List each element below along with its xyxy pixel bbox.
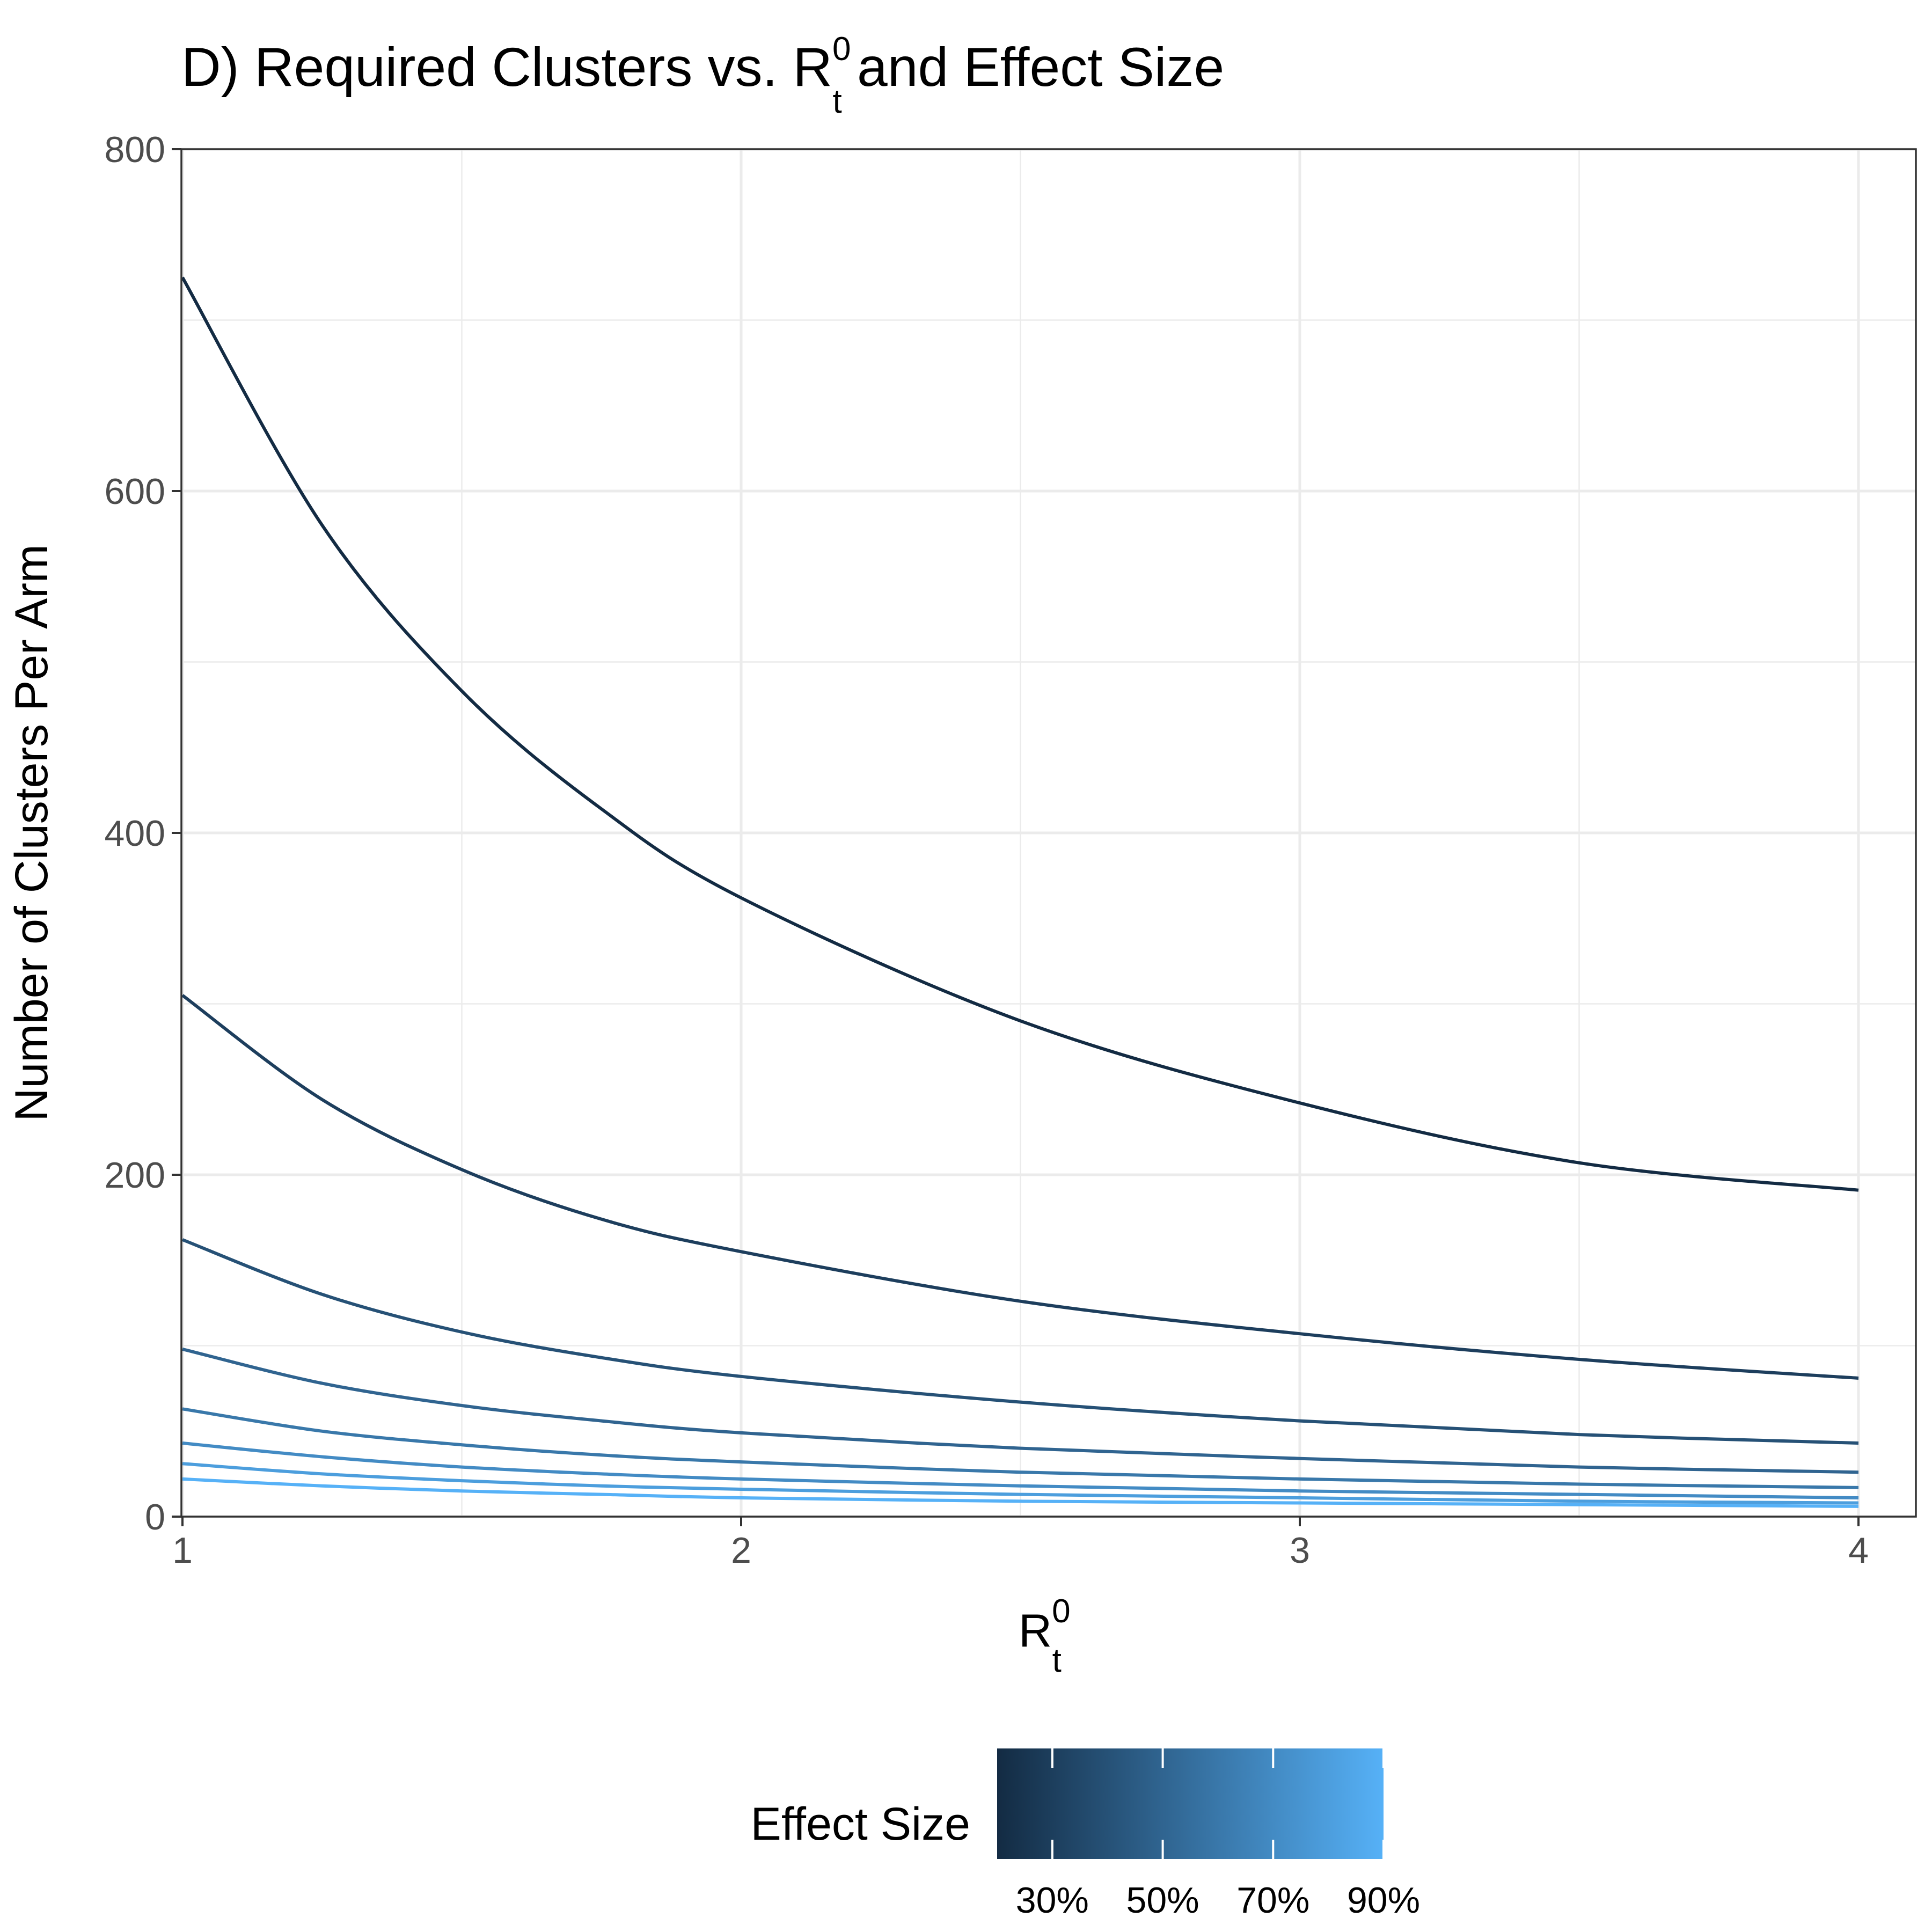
series-line-6: [182, 1441, 1859, 1499]
legend-ticks: 30% 50% 70% 90%: [1016, 1748, 1420, 1921]
series-line-2: [181, 994, 1859, 1380]
grid-major: [181, 148, 1916, 1518]
x-axis-title: R0 t: [1019, 1593, 1071, 1679]
legend-tick-label: 50%: [1126, 1880, 1199, 1921]
legend-tick-label: 90%: [1347, 1880, 1420, 1921]
grid-minor: [181, 149, 1916, 1517]
series-line-5: [182, 1407, 1859, 1489]
legend-title: Effect Size: [750, 1798, 970, 1850]
series-line-7: [182, 1462, 1859, 1505]
series-line-3: [181, 1238, 1859, 1445]
series-line-8: [182, 1477, 1859, 1508]
y-tick-label: 400: [105, 813, 165, 854]
y-tick-label: 800: [105, 129, 165, 170]
chart-title: D) Required Clusters vs. R0 t and Effect …: [181, 31, 1224, 120]
series-lines: [181, 276, 1859, 1508]
y-tick-label: 200: [105, 1155, 165, 1196]
x-tick-label: 3: [1290, 1530, 1310, 1571]
x-tick-label: 2: [731, 1530, 751, 1571]
y-tick-label: 600: [105, 471, 165, 512]
x-tick-label: 4: [1848, 1530, 1869, 1571]
series-line-4: [182, 1347, 1859, 1474]
legend-tick-label: 70%: [1236, 1880, 1309, 1921]
y-axis: 0 200 400 600 800: [105, 129, 181, 1538]
y-axis-title: Number of Clusters Per Arm: [6, 544, 57, 1121]
series-line-1: [181, 276, 1859, 1192]
y-tick-label: 0: [145, 1497, 165, 1538]
legend-tick-label: 30%: [1016, 1880, 1089, 1921]
legend-colorbar: [997, 1748, 1384, 1859]
x-axis: 1 2 3 4: [172, 1517, 1869, 1571]
x-tick-label: 1: [172, 1530, 193, 1571]
